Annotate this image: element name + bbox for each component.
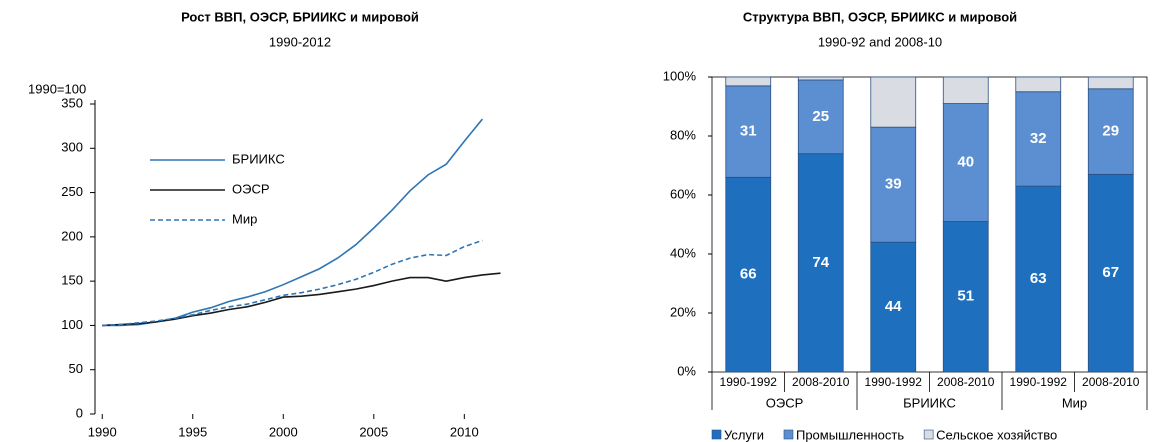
x-tick-label: 2008-2010 <box>792 375 850 389</box>
bar-segment <box>725 85 772 178</box>
data-label: 25 <box>812 108 829 125</box>
legend-label: Услуги <box>724 427 764 442</box>
y-tick-label: 200 <box>61 228 83 243</box>
group-label: БРИИКС <box>903 395 956 410</box>
y-tick-label: 100% <box>663 68 697 83</box>
y-tick-label: 60% <box>670 186 696 201</box>
x-tick-label: 2008-2010 <box>1082 375 1140 389</box>
data-label: 74 <box>812 254 829 271</box>
data-label: 63 <box>1030 270 1047 287</box>
bar-segment <box>942 103 989 222</box>
y-tick-label: 150 <box>61 273 83 288</box>
series-line <box>102 272 501 327</box>
legend-label: Промышленность <box>796 427 904 442</box>
bar-segment <box>797 153 844 373</box>
x-tick-label: 2005 <box>359 424 388 439</box>
chart-subtitle: 1990-92 and 2008-10 <box>818 34 942 49</box>
bar-segment <box>870 126 917 243</box>
y-tick-label: 0 <box>76 405 83 420</box>
bar-segment <box>942 221 989 373</box>
data-label: 39 <box>885 176 902 193</box>
y-axis-label: 1990=100 <box>28 81 86 96</box>
legend-swatch <box>923 429 934 440</box>
y-tick-label: 300 <box>61 140 83 155</box>
bar-segment <box>1015 185 1062 373</box>
x-tick-label: 2010 <box>450 424 479 439</box>
data-label: 51 <box>957 288 974 305</box>
series-line <box>102 239 483 327</box>
legend-label: Мир <box>232 211 257 226</box>
chart-title: Рост ВВП, ОЭСР, БРИИКС и мировой <box>181 9 419 24</box>
bar-segment <box>725 76 772 87</box>
bar-segment <box>1015 91 1062 187</box>
x-tick-label: 1990-1992 <box>865 375 923 389</box>
x-tick-label: 2000 <box>269 424 298 439</box>
data-label: 66 <box>740 266 757 283</box>
data-label: 40 <box>957 154 974 171</box>
bar-segment <box>942 76 989 104</box>
bar-segment <box>870 76 917 128</box>
bar-segment <box>725 176 772 373</box>
y-tick-label: 350 <box>61 95 83 110</box>
y-tick-label: 20% <box>670 304 696 319</box>
legend-swatch <box>783 429 794 440</box>
plot-frame <box>711 76 1148 373</box>
data-label: 31 <box>740 123 757 140</box>
x-tick-label: 1990-1992 <box>1010 375 1068 389</box>
x-tick-label: 1990-1992 <box>720 375 778 389</box>
chart-subtitle: 1990-2012 <box>269 34 331 49</box>
data-label: 32 <box>1030 130 1047 147</box>
y-tick-label: 40% <box>670 245 696 260</box>
data-label: 44 <box>885 298 902 315</box>
legend-swatch <box>711 429 722 440</box>
bar-segment <box>1087 76 1134 90</box>
x-tick-label: 2008-2010 <box>937 375 995 389</box>
y-tick-label: 0% <box>677 363 696 378</box>
bar-segment <box>1087 88 1134 175</box>
x-tick-label: 1995 <box>178 424 207 439</box>
bar-segment <box>797 79 844 155</box>
legend-label: Сельское хозяйство <box>936 427 1057 442</box>
x-tick-label: 1990 <box>88 424 117 439</box>
group-label: Мир <box>1062 395 1087 410</box>
y-tick-label: 50 <box>69 361 83 376</box>
y-tick-label: 80% <box>670 127 696 142</box>
bar-segment <box>1015 76 1062 93</box>
data-label: 29 <box>1102 123 1119 140</box>
legend-label: БРИИКС <box>232 151 285 166</box>
y-tick-label: 100 <box>61 317 83 332</box>
data-label: 67 <box>1102 264 1119 281</box>
legend-label: ОЭСР <box>232 181 270 196</box>
group-label: ОЭСР <box>766 395 804 410</box>
bar-segment <box>1087 173 1134 373</box>
chart-title: Структура ВВП, ОЭСР, БРИИКС и мировой <box>743 9 1017 24</box>
bar-segment <box>797 76 844 81</box>
bar-segment <box>870 241 917 373</box>
y-tick-label: 250 <box>61 184 83 199</box>
